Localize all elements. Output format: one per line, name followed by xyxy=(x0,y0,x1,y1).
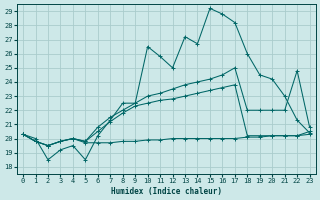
X-axis label: Humidex (Indice chaleur): Humidex (Indice chaleur) xyxy=(111,187,222,196)
